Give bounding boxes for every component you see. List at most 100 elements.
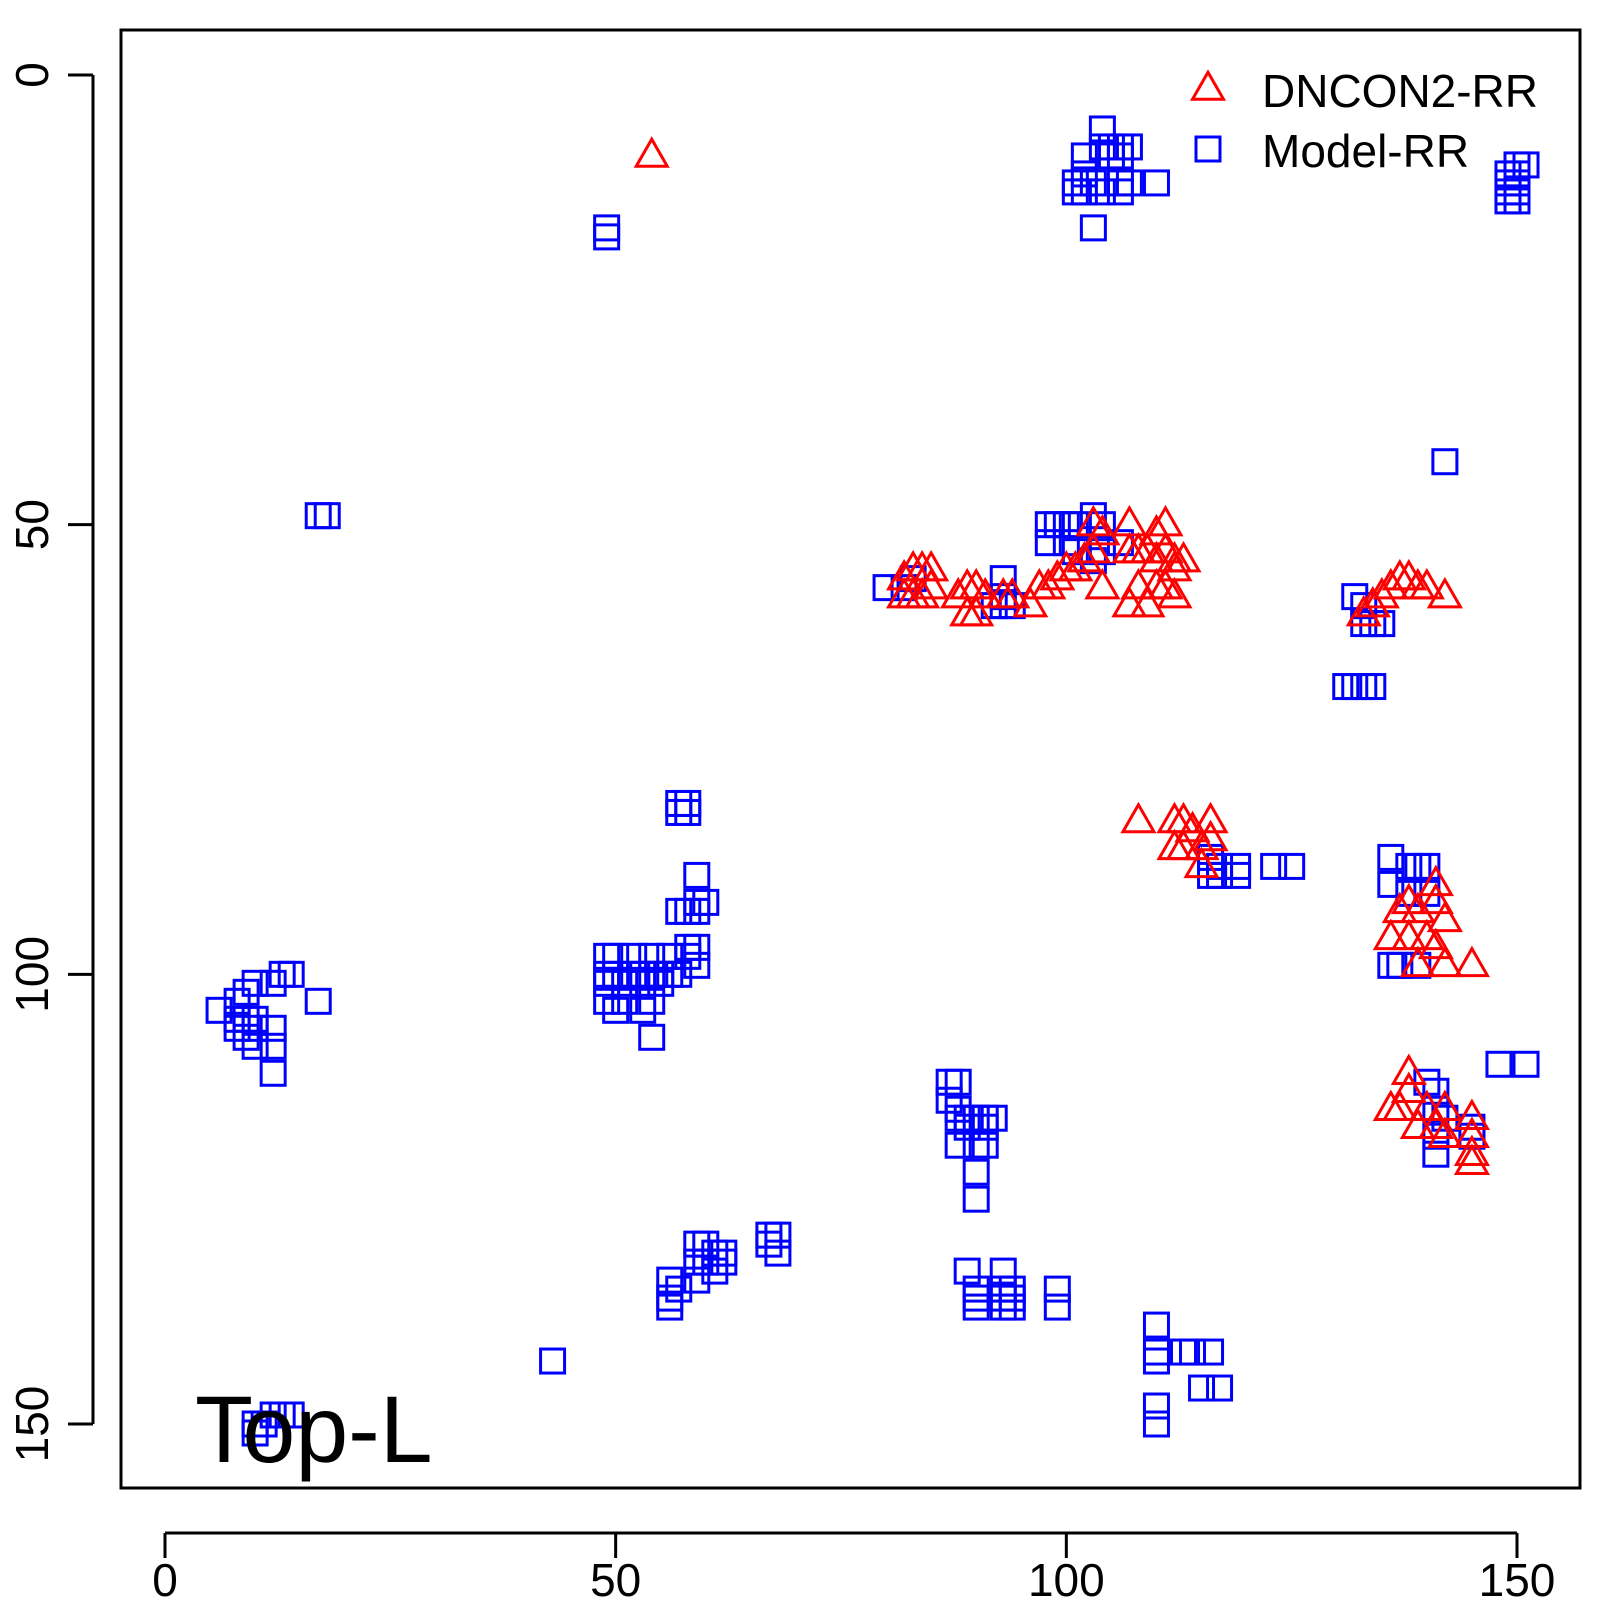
square-point (620, 942, 648, 970)
square-point (1377, 951, 1405, 979)
square-point (656, 1284, 684, 1312)
square-point (1512, 1050, 1540, 1078)
square-point (989, 565, 1017, 593)
triangle-point (1012, 585, 1049, 618)
square-point (232, 978, 260, 1006)
square-point (710, 1248, 738, 1276)
legend-triangle-icon (1189, 69, 1227, 101)
square-point (962, 1158, 990, 1186)
square-point (1079, 502, 1107, 530)
square-point (989, 1284, 1017, 1312)
triangle-point (1039, 558, 1076, 591)
square-point (638, 960, 666, 988)
square-point (1431, 448, 1459, 476)
square-point (1088, 133, 1116, 161)
square-point (259, 1059, 287, 1087)
triangle-point (1192, 819, 1229, 852)
triangle-point (967, 576, 1004, 609)
square-point (629, 960, 657, 988)
square-point (539, 1347, 567, 1375)
square-point (304, 502, 332, 530)
square-point (701, 1257, 729, 1285)
square-point (241, 969, 269, 997)
square-point (1142, 1338, 1170, 1366)
square-point (1106, 178, 1134, 206)
square-point (989, 1275, 1017, 1303)
square-point (629, 996, 657, 1024)
square-point (683, 933, 711, 961)
square-point (665, 1275, 693, 1303)
triangle-point (1066, 540, 1103, 573)
square-point (223, 1014, 251, 1042)
square-point (259, 1014, 287, 1042)
square-point (962, 1131, 990, 1159)
square-point (944, 1104, 972, 1132)
square-point (1034, 511, 1062, 539)
square-point (953, 1113, 981, 1141)
square-point (1377, 870, 1405, 898)
square-point (764, 1239, 792, 1267)
square-point (764, 1221, 792, 1249)
square-point (241, 1419, 269, 1447)
square-point (674, 942, 702, 970)
triangle-point (1183, 828, 1220, 861)
triangle-point (1120, 567, 1157, 600)
square-point (962, 1104, 990, 1132)
square-point (674, 933, 702, 961)
square-point (1404, 852, 1432, 880)
square-point (1206, 1374, 1234, 1402)
square-point (665, 960, 693, 988)
x-tick-label: 0 (152, 1554, 178, 1600)
square-point (593, 214, 621, 242)
square-point (1079, 169, 1107, 197)
square-point (620, 960, 648, 988)
square-point (1070, 160, 1098, 188)
square-point (989, 1257, 1017, 1285)
triangle-point (1111, 585, 1148, 618)
legend-item: Model-RR (1194, 125, 1469, 177)
triangle-point (633, 136, 670, 168)
square-point (944, 1068, 972, 1096)
square-point (1395, 852, 1423, 880)
triangle-point (1363, 576, 1400, 609)
square-point (755, 1221, 783, 1249)
square-point (1142, 169, 1170, 197)
square-point (683, 897, 711, 925)
square-point (1494, 187, 1522, 215)
triangle-point (1345, 594, 1382, 627)
square-point (638, 987, 666, 1015)
square-point (1179, 1338, 1207, 1366)
square-point (593, 987, 621, 1015)
square-point (1494, 178, 1522, 206)
square-point (241, 1014, 269, 1042)
triangle-point (1183, 846, 1220, 879)
triangle-point (1399, 891, 1436, 924)
square-point (962, 1284, 990, 1312)
triangle-point (904, 576, 941, 609)
square-point (1485, 1050, 1513, 1078)
triangle-point (1399, 1107, 1436, 1139)
triangle-point (1381, 1089, 1418, 1121)
triangle-point (1372, 918, 1409, 951)
square-point (1070, 178, 1098, 206)
square-point (1512, 151, 1540, 179)
triangle-point (1120, 801, 1157, 834)
triangle-point (958, 594, 995, 627)
square-point (1224, 852, 1252, 880)
square-point (674, 789, 702, 817)
square-point (656, 1266, 684, 1294)
square-point (980, 1104, 1008, 1132)
square-point (692, 1248, 720, 1276)
triangle-point (1417, 882, 1454, 915)
legend-label: Model-RR (1262, 125, 1469, 177)
legend-square-icon (1194, 135, 1222, 163)
triangle-point (1453, 1098, 1491, 1130)
triangle-point (1075, 531, 1112, 564)
square-point (259, 1032, 287, 1060)
square-point (1197, 1338, 1225, 1366)
square-point (1422, 1077, 1450, 1105)
legend-label: DNCON2-RR (1262, 65, 1538, 117)
square-point (647, 960, 675, 988)
square-point (277, 960, 305, 988)
